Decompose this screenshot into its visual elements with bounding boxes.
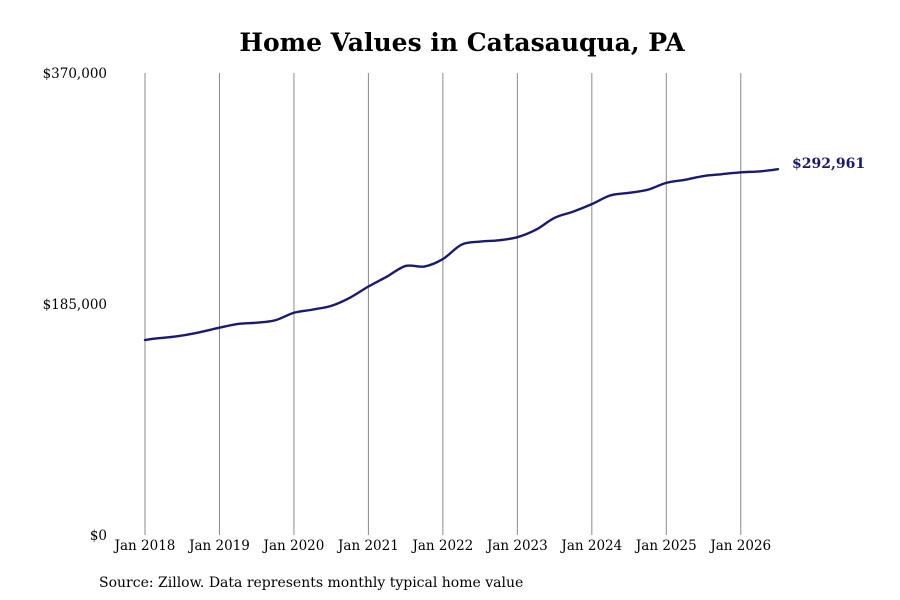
data-point [498,239,500,241]
data-point [591,203,593,205]
data-point [516,236,518,238]
data-point [721,173,723,175]
data-point [572,211,574,213]
x-tick-label: Jan 2018 [113,538,176,554]
data-point [684,179,686,181]
data-point [156,337,159,339]
data-point [367,285,370,288]
y-tick-label: $370,000 [43,66,107,82]
x-tick-label: Jan 2025 [634,538,697,554]
series-line [143,167,780,342]
series-layer [143,167,780,342]
x-tick-label: Jan 2023 [485,538,548,554]
source-note: Source: Zillow. Data represents monthly … [99,575,523,591]
x-axis-ticks: Jan 2018 Jan 2019 Jan 2020 Jan 2021 Jan 2022… [113,538,772,554]
chart-title: Home Values in Catasauqua, PA [239,28,685,57]
y-tick-label: $185,000 [43,297,107,313]
end-value-label: $292,961 [792,156,865,172]
x-tick-label: Jan 2024 [559,538,622,554]
data-point [553,217,556,219]
data-point [740,171,742,173]
data-point [218,327,221,329]
data-point [274,319,276,321]
data-point [405,265,407,267]
y-tick-label: $0 [90,528,107,544]
data-point [330,305,332,307]
x-tick-label: Jan 2021 [336,538,399,554]
x-tick-label: Jan 2020 [262,538,325,554]
data-point [460,244,463,246]
data-point [386,275,388,278]
x-tick-label: Jan 2019 [187,538,250,554]
x-tick-label: Jan 2022 [410,538,473,554]
data-point [442,258,444,260]
data-point [237,323,239,325]
data-point [609,194,612,196]
data-point [647,189,649,191]
data-point [194,332,196,334]
data-point [311,309,314,311]
data-point [144,339,146,341]
data-point [702,175,705,177]
data-point [256,322,258,324]
data-point [349,297,351,299]
data-point [777,168,779,170]
data-point [535,229,537,231]
data-point [758,170,760,172]
data-point [665,182,667,184]
x-tick-label: Jan 2026 [708,538,771,554]
data-point [293,312,295,314]
data-point [628,192,630,194]
y-axis-ticks: $0 $185,000 $370,000 [43,66,107,544]
gridlines [144,73,742,535]
data-point [175,335,177,338]
data-point [479,240,481,243]
data-point [423,265,425,268]
